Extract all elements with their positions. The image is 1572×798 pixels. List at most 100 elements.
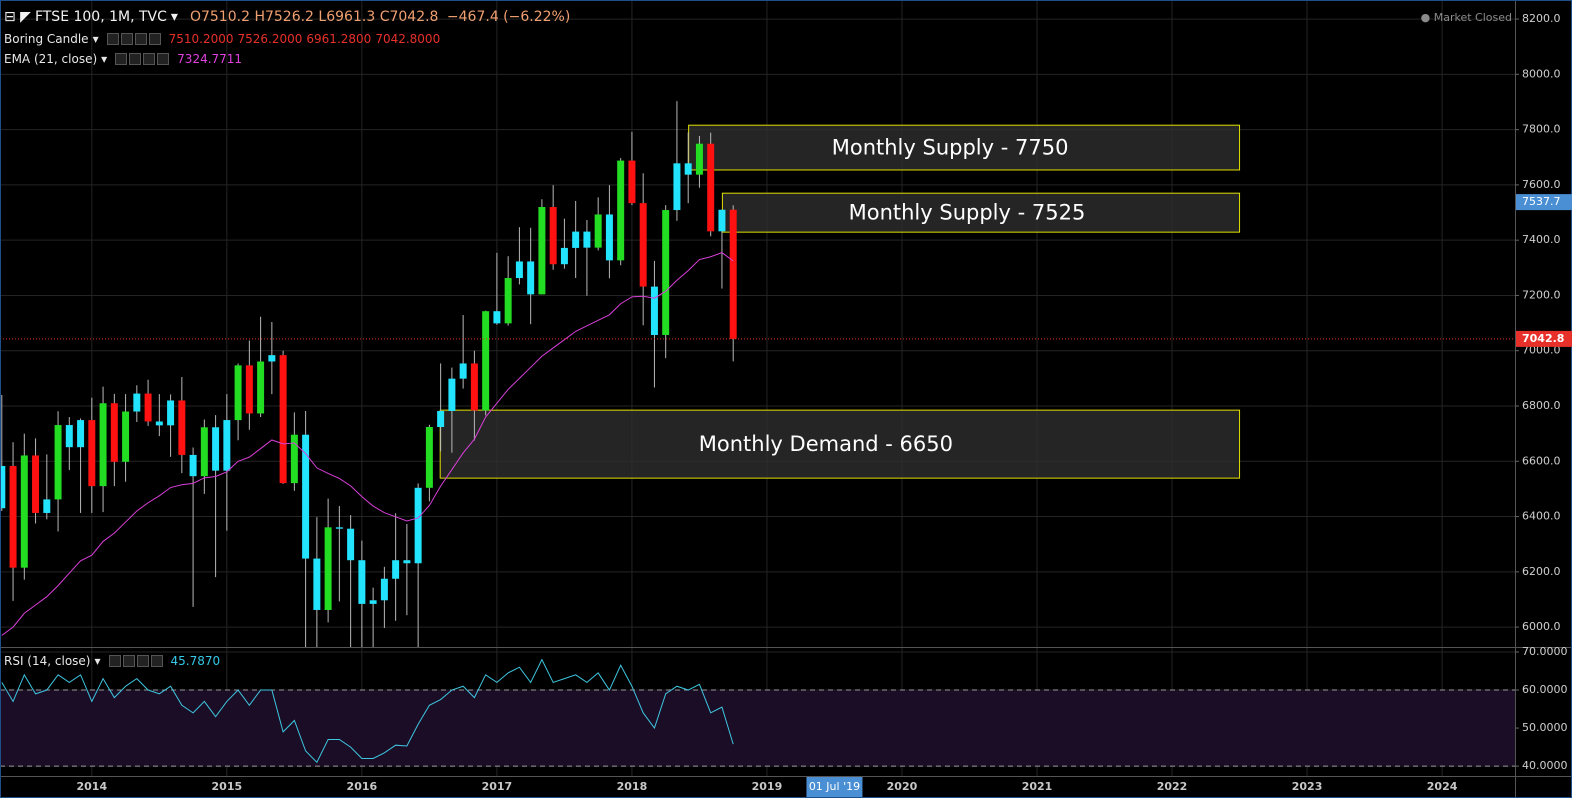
candle-body: [448, 378, 456, 411]
indicator-value: 7510.2000: [168, 32, 234, 46]
candle-body: [538, 207, 546, 295]
ohlc-label: H: [254, 9, 265, 25]
y-tick-label: 6000.0: [1522, 620, 1561, 633]
y-tick-label: 7400.0: [1522, 233, 1561, 246]
crosshair-date-tag: [806, 777, 863, 797]
rsi-row: RSI (14, close) ▾ 45.7870: [4, 654, 220, 668]
market-status-text: Market Closed: [1433, 11, 1512, 24]
y-tick-label: 6800.0: [1522, 399, 1561, 412]
y-tick-label: 6400.0: [1522, 510, 1561, 523]
candle-body: [167, 400, 175, 426]
symbol[interactable]: FTSE 100, 1M, TVC: [34, 9, 167, 25]
candle-body: [155, 421, 163, 426]
candle-body: [414, 487, 422, 564]
x-tick-label: 2023: [1292, 780, 1323, 793]
indicator-name[interactable]: Boring Candle: [4, 32, 89, 46]
candle-body: [380, 578, 388, 601]
candle-body: [459, 363, 467, 379]
candle-body: [358, 560, 366, 604]
indicator-row: Boring Candle ▾ 7510.2000 7526.2000 6961.…: [4, 32, 440, 46]
candle-body: [223, 420, 231, 471]
market-status: ● Market Closed: [1420, 11, 1512, 24]
price-pane: Monthly Supply - 7750 Monthly Supply - 75…: [0, 101, 1515, 647]
ohlc-label: C: [379, 9, 390, 25]
x-tick-label: 2020: [887, 780, 918, 793]
candle-body: [178, 400, 186, 455]
candle-body: [482, 311, 490, 411]
dropdown[interactable]: ▾: [94, 654, 101, 668]
candle-body: [628, 160, 636, 204]
candle-body: [110, 403, 118, 462]
indicator-value: 7526.2000: [237, 32, 303, 46]
candle-body: [189, 454, 197, 477]
candle-body: [0, 465, 6, 509]
dropdown[interactable]: ▾: [101, 52, 108, 66]
last-price-tag: [1516, 330, 1572, 347]
crosshair-date-label: 01 Jul '19: [809, 780, 860, 793]
candle-body: [335, 527, 343, 529]
ohlc-value: 6961.3: [326, 9, 376, 25]
crosshair-price-label: 7537.7: [1522, 195, 1561, 208]
rsi-name[interactable]: RSI (14, close): [4, 654, 91, 668]
last-price-label: 7042.8: [1522, 332, 1564, 345]
y-tick-label: 7200.0: [1522, 288, 1561, 301]
candle-body: [324, 527, 332, 610]
candle-body: [515, 261, 523, 279]
candle-body: [650, 286, 658, 335]
candle-body: [617, 160, 625, 261]
y-tick-label: 8200.0: [1522, 12, 1561, 25]
candle-body: [583, 231, 591, 248]
change: −467.4 (−6.22%): [446, 9, 571, 25]
crosshair-price-tag: [1516, 194, 1572, 211]
candle-body: [527, 261, 535, 295]
zone-label: Monthly Supply - 7750: [832, 136, 1069, 160]
y-tick-label: 6600.0: [1522, 454, 1561, 467]
zone-label: Monthly Supply - 7525: [849, 201, 1086, 225]
zone: [721, 192, 1241, 233]
candle-body: [673, 163, 681, 211]
candle-body: [88, 420, 96, 487]
candle-body: [9, 465, 17, 568]
candle-body: [572, 231, 580, 248]
ema-line: [1, 252, 734, 636]
y-tick-label: 7600.0: [1522, 178, 1561, 191]
indicator-value: 6961.2800: [306, 32, 372, 46]
x-tick-label: 2019: [752, 780, 783, 793]
ohlc-value: 7526.2: [264, 9, 314, 25]
candle-body: [549, 207, 557, 265]
dropdown[interactable]: ▾: [170, 9, 178, 25]
y-tick-label: 50.0000: [1522, 721, 1568, 734]
candle-body: [662, 210, 670, 335]
rsi-value: 45.7870: [170, 654, 221, 668]
candle-body: [403, 560, 411, 564]
candle-body: [718, 209, 726, 232]
y-tick-label: 7800.0: [1522, 123, 1561, 136]
x-tick-label: 2021: [1022, 780, 1053, 793]
candle-body: [695, 143, 703, 175]
candle-body: [122, 411, 130, 462]
ema-value: 7324.7711: [177, 52, 243, 66]
dropdown[interactable]: ▾: [92, 32, 99, 46]
symbol-icons: ⊟ ◤: [4, 9, 31, 25]
y-tick-label: 6200.0: [1522, 565, 1561, 578]
x-tick-label: 2018: [617, 780, 648, 793]
candle-body: [605, 214, 613, 261]
candle-body: [493, 311, 501, 324]
candle-body: [234, 365, 242, 421]
candle-body: [144, 393, 152, 422]
ema-name[interactable]: EMA (21, close): [4, 52, 98, 66]
candle-body: [290, 434, 298, 484]
x-tick-label: 2015: [212, 780, 243, 793]
rsi-line: [1, 658, 734, 764]
candle-body: [99, 403, 107, 487]
candle-body: [437, 410, 445, 428]
ohlc-value: 7510.2: [200, 9, 250, 25]
candle-body: [313, 558, 321, 610]
rsi-icons: [108, 655, 163, 667]
candle-body: [54, 425, 62, 500]
candle-body: [268, 355, 276, 362]
candle-body: [504, 278, 512, 324]
